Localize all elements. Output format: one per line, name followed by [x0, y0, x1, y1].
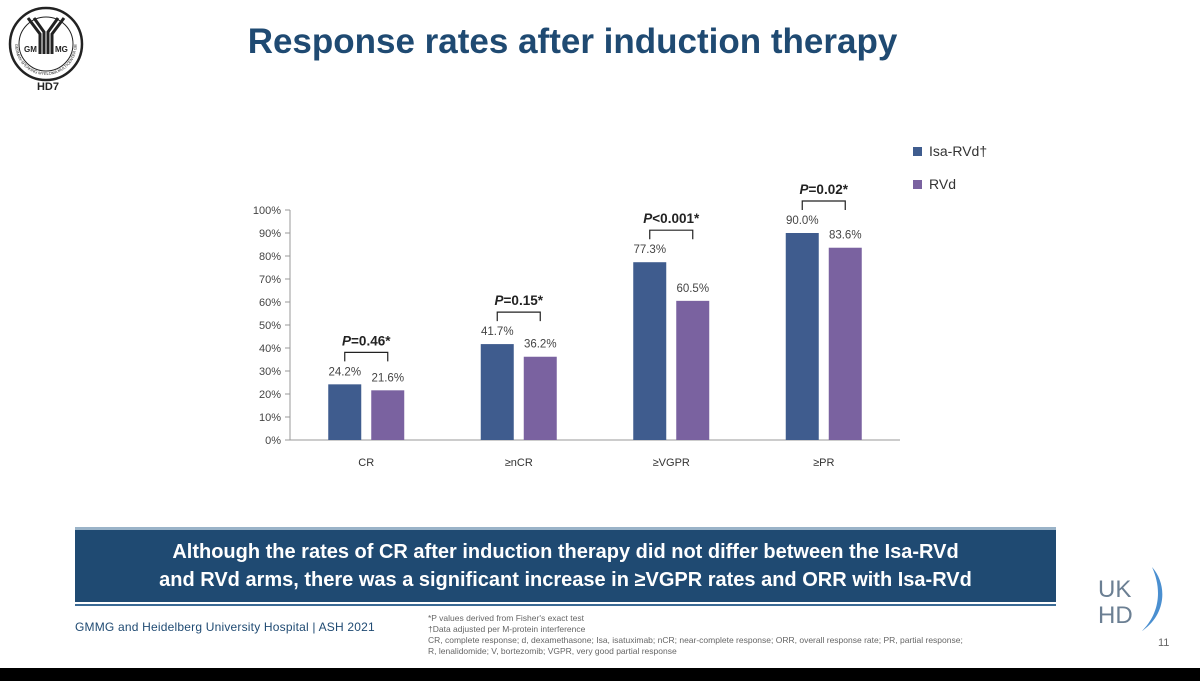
y-tick-label: 30%: [259, 366, 281, 378]
bar: [785, 233, 819, 440]
source-citation: GMMG and Heidelberg University Hospital …: [75, 620, 375, 634]
y-tick-label: 80%: [259, 251, 281, 263]
p-value-label: P=0.02*: [800, 182, 849, 197]
y-tick-label: 70%: [259, 274, 281, 286]
data-label: 90.0%: [786, 215, 819, 227]
footnotes: *P values derived from Fisher's exact te…: [428, 613, 1078, 657]
conclusion-banner: Although the rates of CR after induction…: [75, 527, 1056, 602]
chart-legend: Isa-RVd† RVd: [913, 143, 987, 209]
chart-labels: CR 24.2% 21.6% P=0.46* ≥nCR 41.7% 36.2% P=0.15*…: [328, 182, 861, 469]
significance-bracket: [344, 351, 389, 362]
data-label: 21.6%: [371, 372, 404, 384]
x-tick-label: ≥VGPR: [653, 457, 690, 469]
data-label: 41.7%: [481, 326, 514, 338]
footnote-2: †Data adjusted per M-protein interferenc…: [428, 624, 586, 634]
logo-right-text: MG: [55, 45, 68, 54]
gmmg-logo: GM MG GERMAN-SPEAKING MYELOMA MULTICENTE…: [6, 4, 84, 82]
bar: [523, 356, 557, 440]
ukhd-logo: UK HD: [1098, 567, 1163, 631]
footnote-3: CR, complete response; d, dexamethasone;…: [428, 635, 963, 645]
ukhd-logo-line1: UK: [1098, 576, 1131, 603]
data-label: 36.2%: [524, 339, 557, 351]
y-tick-label: 90%: [259, 228, 281, 240]
legend-label-isa: Isa-RVd†: [929, 143, 988, 159]
footnote-1: *P values derived from Fisher's exact te…: [428, 613, 584, 623]
significance-bracket: [649, 229, 694, 240]
data-label: 24.2%: [328, 366, 361, 378]
y-tick-label: 50%: [259, 320, 281, 332]
response-rate-chart: 0% 10% 20% 30% 40% 50% 60% 70% 80% 90% 100% CR 24.2…: [253, 182, 900, 469]
y-tick-label: 20%: [259, 389, 281, 401]
banner-line-1: Although the rates of CR after induction…: [172, 541, 959, 563]
x-tick-label: ≥PR: [813, 457, 834, 469]
legend-swatch-rvd: [913, 179, 922, 189]
slide-title: Response rates after induction therapy: [247, 22, 898, 61]
ukhd-logo-line2: HD: [1098, 602, 1133, 629]
footnote-4: R, lenalidomide; V, bortezomib; VGPR, ve…: [428, 646, 677, 656]
y-tick-label: 0%: [265, 435, 281, 447]
p-value-label: P=0.46*: [342, 333, 391, 348]
p-value-label: P=0.15*: [495, 293, 544, 308]
bar: [828, 247, 862, 440]
legend-item-isa: Isa-RVd†: [913, 143, 987, 159]
y-tick-label: 40%: [259, 343, 281, 355]
significance-bracket: [801, 200, 846, 210]
y-tick-label: 100%: [253, 205, 281, 217]
page-number: 11: [1158, 637, 1170, 649]
bar: [633, 262, 667, 440]
y-tick-label: 10%: [259, 412, 281, 424]
logo-label: HD7: [36, 81, 59, 93]
footer-divider: [75, 604, 1056, 606]
x-tick-label: ≥nCR: [505, 457, 533, 469]
data-label: 83.6%: [829, 230, 862, 242]
logo-left-text: GM: [24, 45, 37, 54]
legend-swatch-isa: [913, 146, 922, 156]
significance-bracket: [496, 311, 541, 322]
bar: [480, 344, 514, 440]
legend-item-rvd: RVd: [913, 176, 987, 192]
bar: [328, 384, 362, 440]
chart-bars: [328, 233, 862, 440]
data-label: 77.3%: [633, 244, 666, 256]
y-tick-label: 60%: [259, 297, 281, 309]
x-tick-label: CR: [358, 457, 374, 469]
p-value-label: P<0.001*: [643, 211, 700, 226]
banner-line-2: and RVd arms, there was a significant in…: [159, 569, 972, 591]
data-label: 60.5%: [676, 283, 709, 295]
bar: [676, 300, 710, 440]
legend-label-rvd: RVd: [929, 176, 956, 192]
bar: [371, 390, 405, 440]
